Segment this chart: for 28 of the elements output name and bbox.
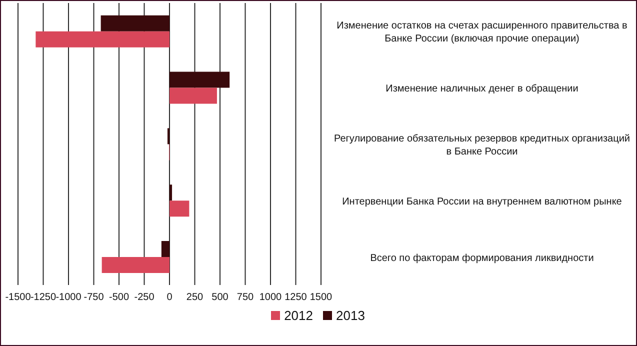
x-tick-label: 250 [186,292,204,304]
x-tick-label: -750 [84,292,104,304]
x-tick-label: 1500 [310,292,333,304]
bar [36,31,170,48]
y-tick-label: Всего по факторам формирования ликвидности [370,252,594,264]
y-tick-label: Интервенции Банка России на внутреннем валютном рынке [342,196,622,208]
x-tick-label: -1000 [56,292,82,304]
x-tick-label: -250 [134,292,155,304]
x-tick-label: -500 [108,292,130,304]
bar [161,241,170,258]
x-tick-label: -1250 [30,292,56,304]
y-tick-label: Изменение наличных денег в обращении [386,84,578,95]
bar [102,257,170,274]
x-tick-label: 500 [212,292,229,304]
bar [100,15,170,32]
x-tick-label: 0 [166,292,173,304]
bar [170,88,217,104]
y-tick-label: Изменение остатков на счетах расширенного правительства в Банке России (включая прочие операции) [336,20,628,45]
bar [170,200,190,217]
bar [170,72,230,88]
y-tick-label: Регулирование обязательных резервов кредитных организаций в Банке России [334,134,630,158]
legend-label: 2013 [336,308,365,323]
legend-label: 2012 [284,308,313,323]
x-tick-label: -1500 [5,292,32,304]
x-tick-label: 750 [236,292,254,304]
x-tick-label: 1000 [259,292,282,304]
x-tick-label: 1250 [284,292,308,304]
bar [170,184,172,201]
